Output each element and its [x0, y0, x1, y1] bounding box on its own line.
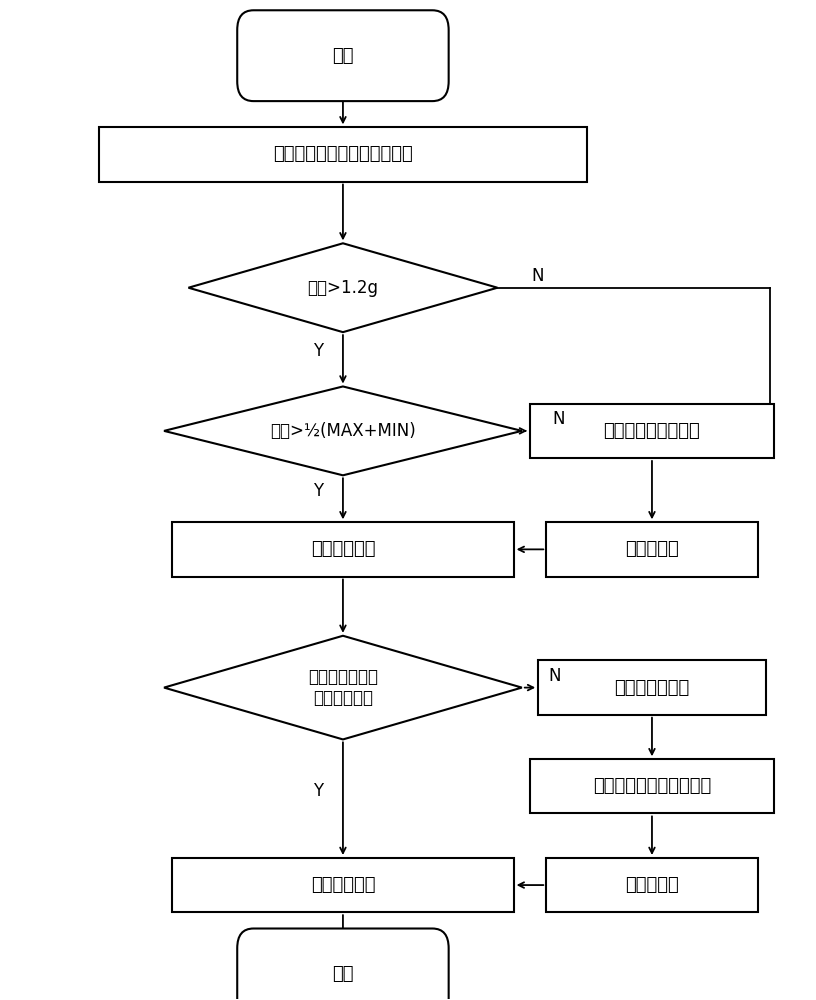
Bar [546, 522, 758, 577]
Polygon shape [164, 636, 522, 739]
Text: 输入一个时间窗口内所有波峰: 输入一个时间窗口内所有波峰 [273, 145, 413, 163]
Bar [99, 127, 587, 182]
Text: 前后波峰时间差
在时间阀值内: 前后波峰时间差 在时间阀值内 [308, 668, 378, 707]
Text: N: N [548, 667, 561, 685]
Text: 更新所有波峰: 更新所有波峰 [311, 876, 375, 894]
Text: 结束: 结束 [332, 965, 353, 983]
Bar [530, 759, 774, 813]
Text: 比较两峰值大小: 比较两峰值大小 [614, 679, 690, 697]
Text: Y: Y [313, 482, 324, 500]
Text: Y: Y [313, 782, 324, 800]
Text: 峰值>½(MAX+MIN): 峰值>½(MAX+MIN) [270, 422, 416, 440]
Text: 更新所有波峰: 更新所有波峰 [311, 540, 375, 558]
Bar [172, 522, 514, 577]
Text: 滤除伪波峰: 滤除伪波峰 [625, 540, 679, 558]
Text: N: N [552, 410, 565, 428]
Text: N: N [532, 267, 544, 285]
Text: 开始: 开始 [332, 47, 353, 65]
Text: Y: Y [313, 342, 324, 360]
Bar [530, 404, 774, 458]
Bar [538, 660, 766, 715]
Bar [172, 858, 514, 912]
Polygon shape [188, 243, 498, 332]
Text: 标记该波峰为伪波峰: 标记该波峰为伪波峰 [604, 422, 700, 440]
Text: 标记峰值较小的为伪波峰: 标记峰值较小的为伪波峰 [593, 777, 711, 795]
Polygon shape [164, 386, 522, 475]
Bar [546, 858, 758, 912]
Text: 峰值>1.2g: 峰值>1.2g [308, 279, 379, 297]
Text: 滤除伪波峰: 滤除伪波峰 [625, 876, 679, 894]
FancyBboxPatch shape [237, 10, 449, 101]
FancyBboxPatch shape [237, 929, 449, 1000]
